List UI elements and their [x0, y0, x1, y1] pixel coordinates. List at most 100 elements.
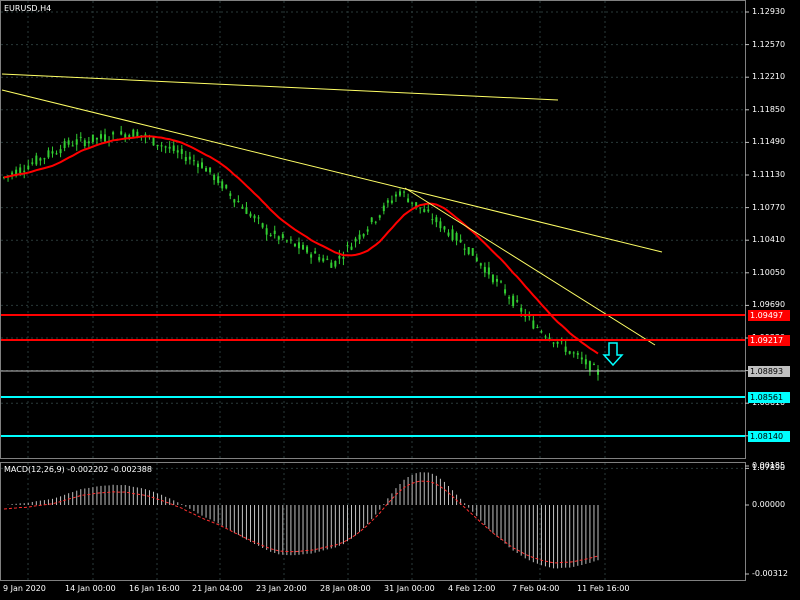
candle-body — [192, 160, 195, 162]
trendline-top — [1, 73, 559, 101]
candle-body — [439, 221, 442, 229]
candle-body — [540, 331, 543, 333]
candle-body — [475, 257, 478, 262]
price-level-badge[interactable]: 1.09497 — [748, 310, 790, 321]
time-axis-label: 11 Feb 16:00 — [577, 584, 630, 593]
candle-body — [241, 206, 244, 209]
candle-body — [584, 359, 587, 365]
candle-body — [366, 229, 369, 232]
candle-body — [11, 172, 14, 175]
price-level-badge[interactable]: 1.09217 — [748, 335, 790, 346]
candle-body — [354, 238, 357, 242]
time-axis-label: 14 Jan 00:00 — [65, 584, 116, 593]
candle-body — [213, 174, 216, 181]
candle-body — [435, 217, 438, 223]
time-axis-label: 9 Jan 2020 — [3, 584, 46, 593]
moving-average-line — [3, 135, 599, 355]
candle-body — [67, 140, 70, 145]
candle-body — [136, 131, 139, 138]
price-level-badge[interactable]: 1.08561 — [748, 392, 790, 403]
candle-body — [544, 336, 547, 338]
candle-body — [532, 320, 535, 329]
candle-body — [447, 232, 450, 236]
chart-title: EURUSD,H4 — [4, 4, 52, 13]
price-tick-label: 1.11130 — [752, 170, 786, 179]
price-level-badge[interactable]: 1.08893 — [748, 366, 790, 377]
candle-body — [483, 266, 486, 273]
time-axis-label: 4 Feb 12:00 — [448, 584, 496, 593]
candle-body — [91, 134, 94, 143]
macd-tick-label: 0.00185 — [752, 461, 786, 470]
candle-body — [217, 176, 220, 183]
candle-body — [47, 150, 50, 158]
macd-tick-label: 0.00000 — [752, 500, 786, 509]
time-axis-label: 21 Jan 04:00 — [192, 584, 243, 593]
candle-body — [128, 135, 131, 139]
candle-body — [386, 200, 389, 203]
candle-body — [221, 181, 224, 189]
candle-body — [342, 257, 345, 259]
macd-title: MACD(12,26,9) -0.002202 -0.002388 — [4, 465, 152, 474]
candle-body — [495, 278, 498, 282]
candle-body — [168, 146, 171, 149]
candle-body — [548, 337, 551, 341]
candle-body — [326, 258, 329, 260]
time-axis-label: 23 Jan 20:00 — [256, 584, 307, 593]
candle-body — [419, 207, 422, 209]
candle-body — [370, 217, 373, 223]
candle-body — [95, 137, 98, 140]
candle-body — [556, 341, 559, 344]
price-tick-label: 1.12210 — [752, 72, 786, 82]
price-level-badge[interactable]: 1.08140 — [748, 431, 790, 442]
price-tick-label: 1.11490 — [752, 137, 786, 147]
candle-body — [180, 149, 183, 154]
candle-body — [350, 246, 353, 250]
candle-body — [27, 165, 30, 170]
candle-body — [277, 236, 280, 240]
candle-body — [427, 209, 430, 212]
candle-body — [588, 361, 591, 372]
candle-body — [104, 134, 107, 142]
candle-body — [471, 248, 474, 256]
candle-body — [201, 162, 203, 168]
candle-body — [572, 352, 575, 354]
candle-body — [415, 202, 418, 207]
candle-body — [83, 140, 86, 147]
candle-body — [257, 217, 260, 219]
trendline-main — [1, 89, 663, 253]
candle-body — [289, 239, 292, 241]
candle-body — [500, 281, 503, 283]
time-axis-label: 7 Feb 04:00 — [512, 584, 560, 593]
candle-body — [112, 132, 115, 135]
candle-body — [19, 167, 22, 174]
candle-body — [423, 209, 426, 213]
candle-body — [382, 205, 385, 212]
price-tick-label: 1.10410 — [752, 235, 786, 245]
candle-body — [491, 274, 494, 283]
candle-body — [443, 226, 446, 230]
candle-body — [431, 219, 434, 221]
candle-body — [293, 243, 296, 247]
candle-body — [269, 234, 272, 236]
candle-body — [338, 255, 341, 259]
candle-body — [508, 297, 511, 299]
candle-body — [467, 247, 470, 255]
candle-body — [31, 162, 34, 164]
candle-body — [597, 369, 599, 375]
candle-body — [580, 357, 583, 360]
candle-body — [281, 234, 284, 238]
candle-body — [487, 267, 490, 275]
candle-body — [407, 198, 410, 203]
candle-body — [3, 177, 5, 179]
sell-arrow-icon — [602, 342, 624, 367]
candle-body — [318, 257, 321, 261]
candle-body — [253, 215, 256, 219]
candle-body — [512, 295, 515, 307]
candle-body — [455, 232, 458, 241]
candle-body — [592, 364, 595, 366]
candle-body — [59, 149, 62, 154]
candle-body — [399, 191, 401, 196]
candle-body — [306, 246, 309, 253]
candle-body — [15, 169, 18, 176]
